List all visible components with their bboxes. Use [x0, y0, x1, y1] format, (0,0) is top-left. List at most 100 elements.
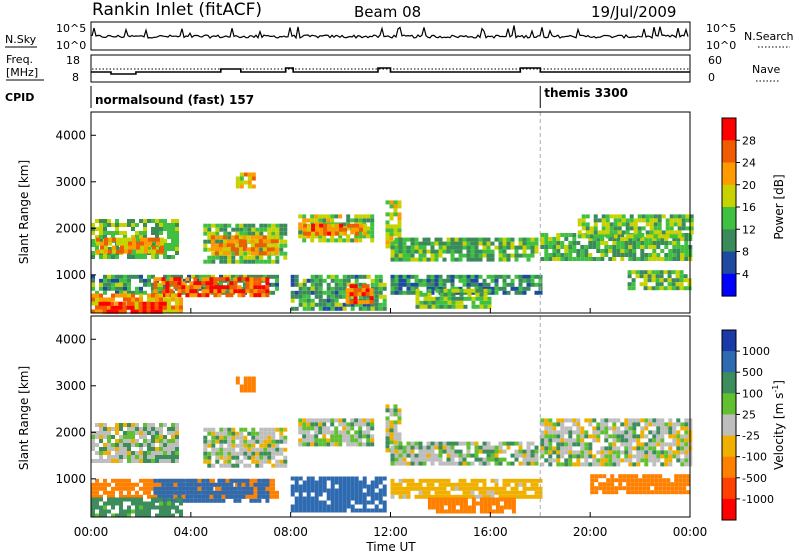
heatmap-cell — [233, 281, 238, 286]
heatmap-cell — [175, 231, 179, 235]
heatmap-cell — [666, 482, 671, 487]
heatmap-cell — [454, 494, 459, 499]
heatmap-cell — [207, 463, 212, 468]
heatmap-cell — [223, 239, 228, 244]
heatmap-cell — [648, 458, 653, 463]
heatmap-cell — [414, 494, 419, 499]
heatmap-cell — [173, 486, 178, 491]
heatmap-cell — [600, 253, 605, 257]
heatmap-cell — [490, 445, 495, 450]
heatmap-cell — [518, 482, 523, 487]
heatmap-cell — [462, 457, 467, 462]
heatmap-cell — [656, 450, 661, 455]
heatmap-cell — [127, 482, 131, 487]
heatmap-cell — [362, 430, 367, 435]
heatmap-cell — [118, 301, 123, 306]
heatmap-cell — [676, 241, 681, 245]
heatmap-cell — [514, 253, 519, 258]
heatmap-cell — [338, 306, 343, 311]
heatmap-cell — [334, 306, 339, 311]
heatmap-cell — [123, 297, 127, 302]
heatmap-cell — [161, 281, 166, 286]
heatmap-cell — [552, 241, 557, 245]
heatmap-cell — [123, 451, 127, 455]
heatmap-cell — [310, 422, 315, 427]
heatmap-cell — [350, 302, 355, 307]
heatmap-cell — [669, 226, 674, 231]
heatmap-cell — [219, 443, 224, 448]
heatmap-cell — [631, 286, 636, 291]
heatmap-cell — [115, 439, 119, 443]
nsearch-label: N.Search — [744, 30, 794, 43]
heatmap-cell — [581, 234, 586, 239]
heatmap-cell — [435, 300, 440, 305]
heatmap-cell — [143, 255, 147, 259]
heatmap-cell — [243, 227, 248, 232]
heatmap-cell — [159, 513, 163, 518]
heatmap-cell — [215, 255, 220, 260]
heatmap-cell — [683, 278, 688, 283]
heatmap-cell — [249, 277, 254, 282]
heatmap-cell — [544, 257, 549, 261]
heatmap-cell — [128, 241, 132, 246]
heatmap-cell — [459, 296, 464, 301]
heatmap-cell — [147, 278, 151, 283]
heatmap-cell — [438, 490, 443, 495]
heatmap-cell — [390, 245, 395, 250]
heatmap-cell — [478, 490, 483, 495]
heatmap-cell — [119, 278, 123, 283]
heatmap-cell — [653, 222, 658, 227]
heatmap-cell — [330, 488, 335, 493]
heatmap-cell — [635, 270, 640, 275]
heatmap-cell — [487, 505, 492, 510]
heatmap-cell — [679, 278, 684, 283]
heatmap-cell — [385, 428, 390, 433]
heatmap-cell — [482, 449, 487, 454]
heatmap-cell — [568, 241, 573, 245]
heatmap-cell — [479, 296, 484, 301]
heatmap-cell — [135, 290, 139, 295]
heatmap-cell — [323, 223, 328, 228]
heatmap-cell — [175, 439, 179, 443]
heatmap-cell — [201, 486, 206, 491]
heatmap-cell — [346, 504, 351, 509]
heatmap-cell — [99, 286, 103, 291]
heatmap-cell — [681, 226, 686, 231]
heatmap-cell — [390, 457, 395, 462]
heatmap-cell — [261, 277, 266, 282]
heatmap-cell — [502, 257, 507, 262]
heatmap-cell — [243, 463, 248, 468]
heatmap-cell — [593, 214, 598, 219]
heatmap-cell — [217, 285, 222, 290]
heatmap-cell — [306, 286, 311, 291]
heatmap-cell — [123, 431, 127, 435]
heatmap-cell — [151, 227, 155, 231]
heatmap-cell — [275, 259, 280, 264]
heatmap-cell — [663, 270, 668, 275]
heatmap-cell — [131, 494, 135, 499]
heatmap-cell — [652, 442, 657, 447]
heatmap-cell — [584, 450, 589, 455]
heatmap-cell — [662, 490, 667, 495]
heatmap-cell — [227, 255, 232, 260]
heatmap-cell — [629, 222, 634, 227]
heatmap-cell — [251, 427, 256, 432]
heatmap-cell — [275, 494, 279, 499]
heatmap-cell — [135, 274, 139, 279]
heatmap-cell — [243, 380, 248, 385]
heatmap-cell — [119, 423, 123, 427]
heatmap-cell — [398, 494, 403, 499]
heatmap-cell — [366, 434, 371, 439]
heatmap-cell — [471, 304, 476, 309]
heatmap-cell — [548, 418, 553, 423]
heatmap-cell — [201, 478, 206, 483]
heatmap-cell — [342, 434, 347, 439]
heatmap-cell — [259, 255, 264, 260]
heatmap-cell — [572, 430, 577, 435]
heatmap-cell — [153, 486, 158, 491]
heatmap-cell — [175, 435, 179, 439]
heatmap-cell — [389, 204, 394, 209]
heatmap-cell — [370, 422, 375, 427]
heatmap-cell — [330, 238, 335, 243]
colorbar-tick-label: -1000 — [742, 493, 774, 506]
